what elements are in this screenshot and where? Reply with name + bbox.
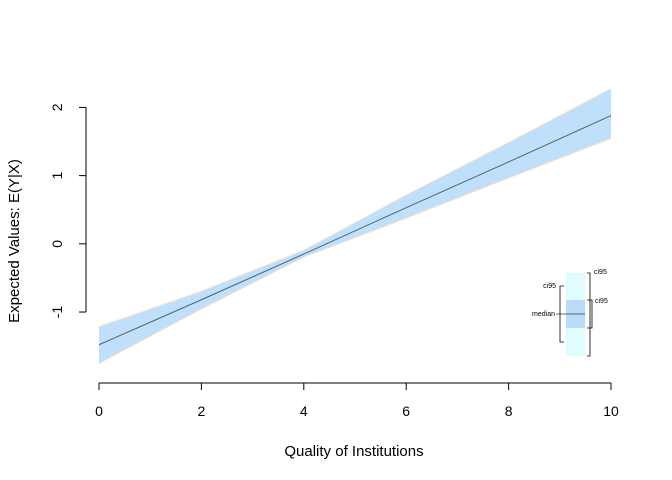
x-tick-label: 0 bbox=[95, 403, 103, 419]
x-axis: 0 2 4 6 8 10 bbox=[95, 382, 619, 419]
y-tick-label: 0 bbox=[49, 240, 65, 248]
x-tick-label: 6 bbox=[402, 403, 410, 419]
y-tick-label: -1 bbox=[49, 306, 65, 319]
legend-ci-right-outer-label: ci95 bbox=[594, 269, 607, 276]
legend-ci-right-inner-label: ci95 bbox=[595, 298, 608, 305]
plot-area bbox=[98, 88, 612, 365]
x-tick-label: 4 bbox=[300, 403, 308, 419]
x-tick-label: 8 bbox=[505, 403, 513, 419]
y-tick-label: 1 bbox=[49, 172, 65, 180]
legend-right-inner-bracket bbox=[587, 299, 593, 329]
x-tick-label: 2 bbox=[198, 403, 206, 419]
ci-band-inner bbox=[99, 89, 611, 364]
y-tick-label: 2 bbox=[49, 103, 65, 111]
y-axis-title: Expected Values: E(Y|X) bbox=[6, 159, 23, 323]
y-axis: -1 0 1 2 bbox=[49, 103, 87, 319]
legend: ci95 median ci95 ci95 bbox=[532, 269, 608, 357]
legend-median-label: median bbox=[532, 311, 555, 318]
median-line bbox=[98, 115, 612, 346]
x-axis-title: Quality of Institutions bbox=[284, 443, 423, 460]
x-tick-label: 10 bbox=[603, 403, 619, 419]
legend-ci-left-label: ci95 bbox=[543, 283, 556, 290]
legend-right-outer-bracket bbox=[587, 272, 591, 357]
